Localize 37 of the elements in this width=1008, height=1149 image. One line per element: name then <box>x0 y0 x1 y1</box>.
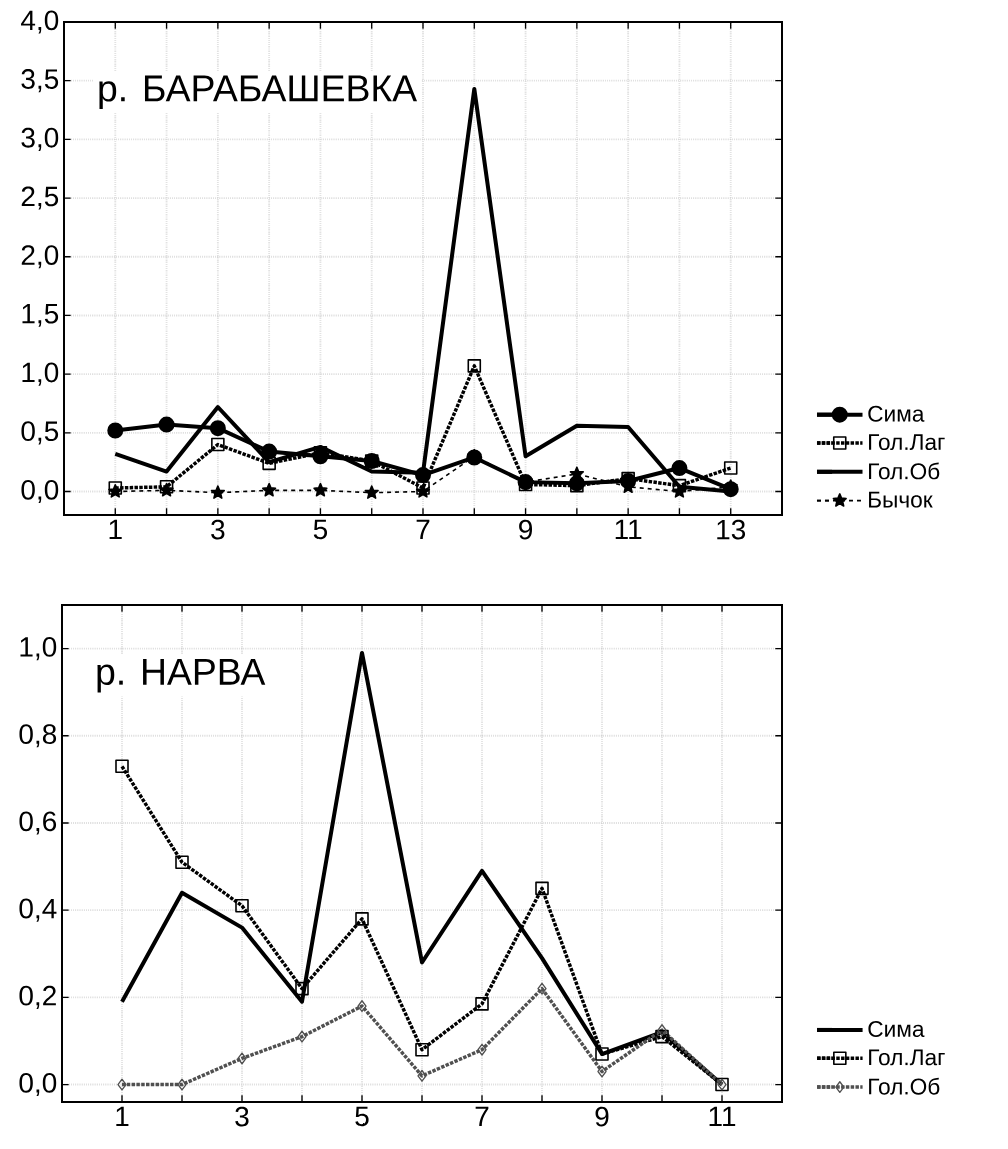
x-tick-label: 9 <box>595 1106 609 1127</box>
x-tick-label: 7 <box>416 519 430 539</box>
legend-label: Бычок <box>869 491 933 508</box>
legend-label: Сима <box>868 1021 925 1038</box>
y-tick-label: 3,0 <box>21 127 59 151</box>
legend-label: Гол.Об <box>869 1077 940 1095</box>
y-tick-label: 0,5 <box>21 421 59 445</box>
x-tick-label: 1 <box>109 519 122 539</box>
x-tick-label: 1 <box>116 1106 129 1126</box>
legend-label: Гол.Лаг <box>869 1049 945 1066</box>
y-tick-label: 0,0 <box>19 1072 57 1097</box>
x-tick-label: 3 <box>235 1106 249 1127</box>
y-tick-label: 0,6 <box>19 811 57 835</box>
y-tick-label: 4,0 <box>21 10 59 34</box>
annotation: р. НАРВА <box>97 658 266 693</box>
legend-label: Гол.Лаг <box>869 434 945 451</box>
y-tick-label: 1,0 <box>22 362 59 386</box>
x-tick-label: 7 <box>475 1106 489 1126</box>
y-tick-label: 3,5 <box>21 69 59 93</box>
legend-label: Сима <box>868 405 925 422</box>
y-tick-label: 2,0 <box>21 245 59 269</box>
x-tick-label: 13 <box>717 519 746 540</box>
y-tick-label: 2,5 <box>21 186 59 210</box>
y-tick-label: 1,5 <box>22 304 59 327</box>
x-tick-label: 11 <box>709 1106 736 1126</box>
annotation: р. БАРАБАШЕВКА <box>99 75 418 109</box>
y-tick-label: 0,4 <box>19 898 57 922</box>
x-tick-label: 11 <box>615 519 642 539</box>
y-tick-label: 1,0 <box>20 637 57 661</box>
y-tick-label: 0,8 <box>19 724 57 748</box>
x-tick-label: 9 <box>519 519 533 540</box>
legend-label: Гол.Об <box>869 462 940 480</box>
y-tick-label: 0,0 <box>21 479 59 504</box>
y-tick-label: 0,2 <box>19 985 56 1009</box>
x-tick-label: 3 <box>211 519 225 540</box>
x-tick-label: 5 <box>355 1106 369 1127</box>
x-tick-label: 5 <box>313 519 328 540</box>
